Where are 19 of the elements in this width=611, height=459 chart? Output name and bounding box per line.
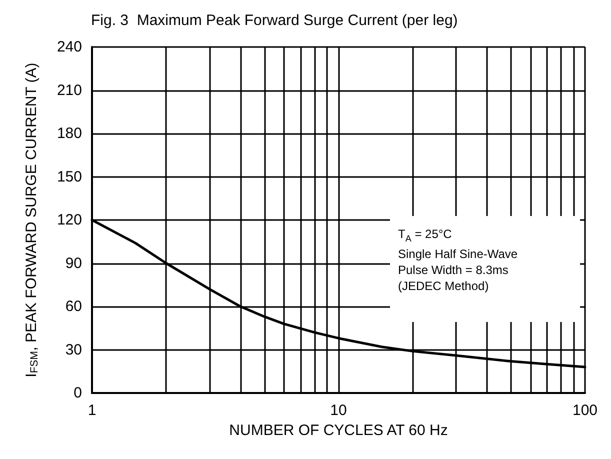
y-tick-label: 240 (56, 38, 82, 56)
y-tick-label: 210 (56, 82, 82, 99)
annotation: T$_{A}$ = 25°C (398, 226, 453, 246)
y-tick-label: 30 (65, 341, 82, 358)
y-axis-title: IFSM, PEAK FORWARD SURGE CURRENT (A) (23, 62, 40, 378)
y-tick-label: 60 (65, 298, 82, 315)
y-tick-label: 0 (74, 384, 82, 402)
annotation: Single Half Sine-Wave (398, 246, 518, 262)
annotation: (JEDEC Method) (398, 278, 490, 294)
x-tick-label: 1 (88, 402, 96, 419)
x-axis-title: NUMBER OF CYCLES AT 60 Hz (229, 422, 448, 439)
y-tick-label: 180 (56, 125, 82, 142)
y-tick-label: 90 (65, 254, 82, 272)
y-tick-label: 150 (56, 168, 82, 186)
x-tick-label: 10 (330, 402, 347, 419)
y-tick-label: 120 (56, 212, 82, 228)
annotation: Pulse Width = 8.3ms (398, 262, 510, 278)
x-tick-label: 100 (572, 402, 598, 419)
chart-title: Fig. 3 Maximum Peak Forward Surge Current (per leg) (91, 12, 458, 29)
